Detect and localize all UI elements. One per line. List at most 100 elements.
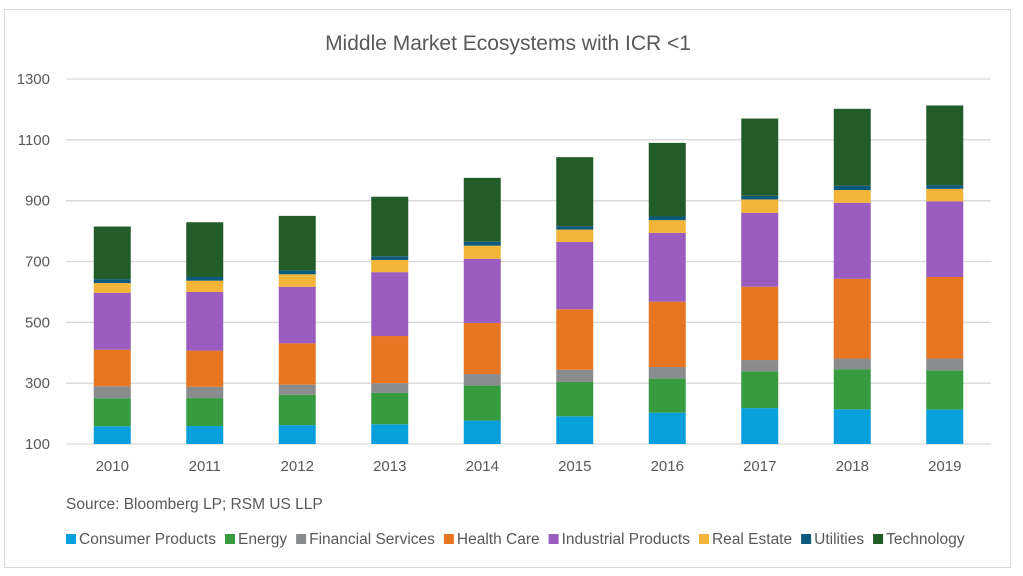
bar-segment-real-estate (833, 190, 871, 203)
legend-item: Real Estate (698, 531, 792, 548)
bar-segment-real-estate (186, 280, 224, 292)
bar-segment-utilities (371, 256, 409, 260)
legend-item: Technology (873, 531, 965, 548)
bar-segment-technology (833, 108, 871, 186)
bar-stack-2011 (186, 222, 224, 444)
bar-segment-real-estate (556, 229, 594, 243)
x-tick-label: 2017 (743, 458, 776, 475)
legend-label: Utilities (814, 531, 864, 548)
bar-segment-health-care (648, 301, 686, 368)
bar-segment-health-care (556, 309, 594, 370)
bar-segment-health-care (186, 350, 224, 387)
bar-segment-real-estate (648, 220, 686, 233)
y-axis: 100 300 500 700 900 1100 1300 (17, 71, 50, 453)
bar-segment-industrial-products (186, 291, 224, 351)
bar-segment-industrial-products (741, 212, 779, 287)
legend-item: Financial Services (296, 531, 435, 548)
x-tick-label: 2016 (651, 458, 684, 475)
bar-segment-health-care (741, 286, 779, 361)
legend-swatch (698, 534, 709, 544)
bar-segment-real-estate (93, 283, 131, 293)
legend-label: Technology (886, 531, 965, 548)
y-tick-label: 1100 (18, 132, 50, 149)
x-tick-label: 2015 (558, 458, 591, 475)
bar-segment-health-care (926, 277, 964, 359)
y-tick-label: 500 (25, 314, 50, 331)
bar-segment-utilities (93, 279, 131, 284)
bar-stack-2017 (741, 118, 779, 444)
bar-stack-2018 (833, 108, 871, 444)
bar-segment-consumer-products (741, 408, 779, 444)
bar-segment-health-care (278, 343, 316, 385)
bar-segment-technology (741, 118, 779, 196)
legend-swatch (224, 534, 235, 544)
bar-segment-energy (556, 381, 594, 417)
bar-segment-technology (648, 142, 686, 217)
legend-swatch (548, 534, 559, 544)
bar-segment-consumer-products (278, 425, 316, 444)
bar-segment-industrial-products (93, 292, 131, 350)
bars (93, 105, 964, 444)
bar-segment-consumer-products (93, 426, 131, 444)
bar-segment-utilities (926, 185, 964, 189)
legend-label: Industrial Products (562, 531, 691, 548)
bar-stack-2019 (926, 105, 964, 444)
y-tick-label: 700 (25, 254, 50, 271)
bar-segment-energy (741, 371, 779, 409)
bar-segment-financial-services (186, 386, 224, 399)
bar-segment-technology (463, 177, 501, 242)
legend-swatch (873, 534, 884, 544)
bar-segment-utilities (556, 226, 594, 230)
bar-segment-energy (926, 370, 964, 410)
bar-segment-industrial-products (463, 258, 501, 323)
bar-segment-industrial-products (371, 272, 409, 337)
bar-segment-consumer-products (926, 409, 964, 444)
y-tick-label: 1300 (17, 71, 50, 88)
legend-swatch (443, 534, 454, 544)
bar-segment-health-care (93, 349, 131, 387)
legend-swatch (66, 534, 76, 544)
bar-segment-technology (556, 157, 594, 227)
bar-segment-health-care (371, 336, 409, 384)
legend-item: Energy (224, 531, 287, 548)
bar-stack-2013 (371, 196, 409, 444)
legend-item: Utilities (801, 531, 864, 548)
bar-segment-industrial-products (556, 242, 594, 310)
bar-segment-energy (463, 385, 501, 421)
legend-label: Financial Services (309, 531, 435, 548)
bar-segment-industrial-products (278, 286, 316, 344)
bar-segment-consumer-products (186, 426, 224, 444)
legend-item: Industrial Products (548, 531, 691, 548)
x-tick-label: 2018 (836, 458, 869, 475)
x-tick-label: 2012 (281, 458, 314, 475)
bar-segment-technology (186, 222, 224, 278)
bar-segment-industrial-products (926, 201, 964, 278)
bar-segment-consumer-products (556, 416, 594, 444)
bar-stack-2012 (278, 215, 316, 444)
bar-segment-financial-services (93, 386, 131, 399)
bar-segment-real-estate (741, 199, 779, 213)
bar-segment-real-estate (371, 259, 409, 273)
legend-swatch (296, 534, 307, 544)
bar-segment-real-estate (278, 274, 316, 287)
bar-segment-technology (93, 226, 131, 280)
bar-segment-consumer-products (463, 420, 501, 444)
chart-title: Middle Market Ecosystems with ICR <1 (325, 32, 691, 55)
bar-segment-energy (648, 378, 686, 413)
bar-segment-financial-services (926, 358, 964, 371)
legend: Consumer Products Energy Financial Service… (66, 531, 965, 548)
legend-item: Health Care (443, 531, 540, 548)
bar-segment-financial-services (648, 367, 686, 379)
bar-stack-2010 (93, 226, 131, 444)
bar-segment-technology (371, 196, 409, 257)
bar-segment-utilities (648, 216, 686, 221)
bar-segment-energy (186, 398, 224, 427)
bar-segment-financial-services (556, 369, 594, 382)
y-tick-label: 300 (25, 375, 50, 392)
x-tick-label: 2013 (373, 458, 406, 475)
bar-segment-financial-services (463, 374, 501, 386)
bar-stack-2014 (463, 177, 501, 444)
bar-stack-2015 (556, 157, 594, 444)
bar-segment-energy (278, 394, 316, 426)
